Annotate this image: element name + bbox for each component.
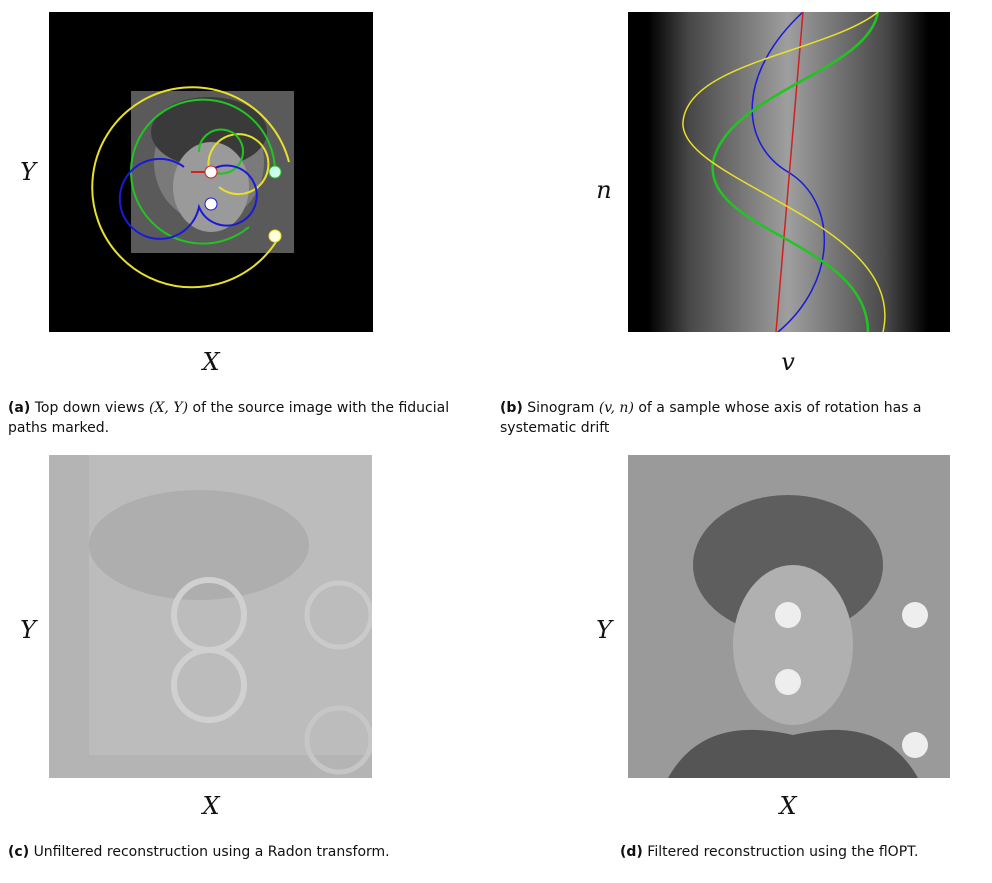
caption-math: (v, n) — [599, 400, 634, 416]
x-label: X — [202, 792, 219, 820]
source-image — [49, 12, 373, 332]
figure: Y X (a) Top down views (X, Y) of the sou… — [0, 0, 992, 883]
y-label: Y — [596, 616, 612, 644]
y-label: Y — [20, 158, 36, 186]
y-label: n — [596, 176, 611, 204]
caption: (a) Top down views (X, Y) of the source … — [8, 398, 478, 438]
x-label: v — [781, 348, 795, 376]
caption: (b) Sinogram (v, n) of a sample whose ax… — [500, 398, 985, 438]
x-label: X — [202, 348, 219, 376]
caption: (d) Filtered reconstruction using the fl… — [620, 842, 985, 862]
caption-text: Filtered reconstruction using the flOPT. — [647, 844, 918, 860]
caption-text: Unfiltered reconstruction using a Radon … — [34, 844, 390, 860]
caption: (c) Unfiltered reconstruction using a Ra… — [8, 842, 408, 862]
caption-text: Sinogram — [527, 400, 599, 416]
x-label: X — [779, 792, 796, 820]
y-label: Y — [20, 616, 36, 644]
filtered-image — [628, 455, 950, 778]
caption-text: Top down views — [35, 400, 149, 416]
caption-label: (a) — [8, 400, 30, 416]
caption-math: (X, Y) — [149, 400, 188, 416]
caption-label: (d) — [620, 844, 643, 860]
sinogram-image — [628, 12, 950, 332]
unfiltered-image — [49, 455, 372, 778]
caption-label: (b) — [500, 400, 523, 416]
caption-label: (c) — [8, 844, 29, 860]
